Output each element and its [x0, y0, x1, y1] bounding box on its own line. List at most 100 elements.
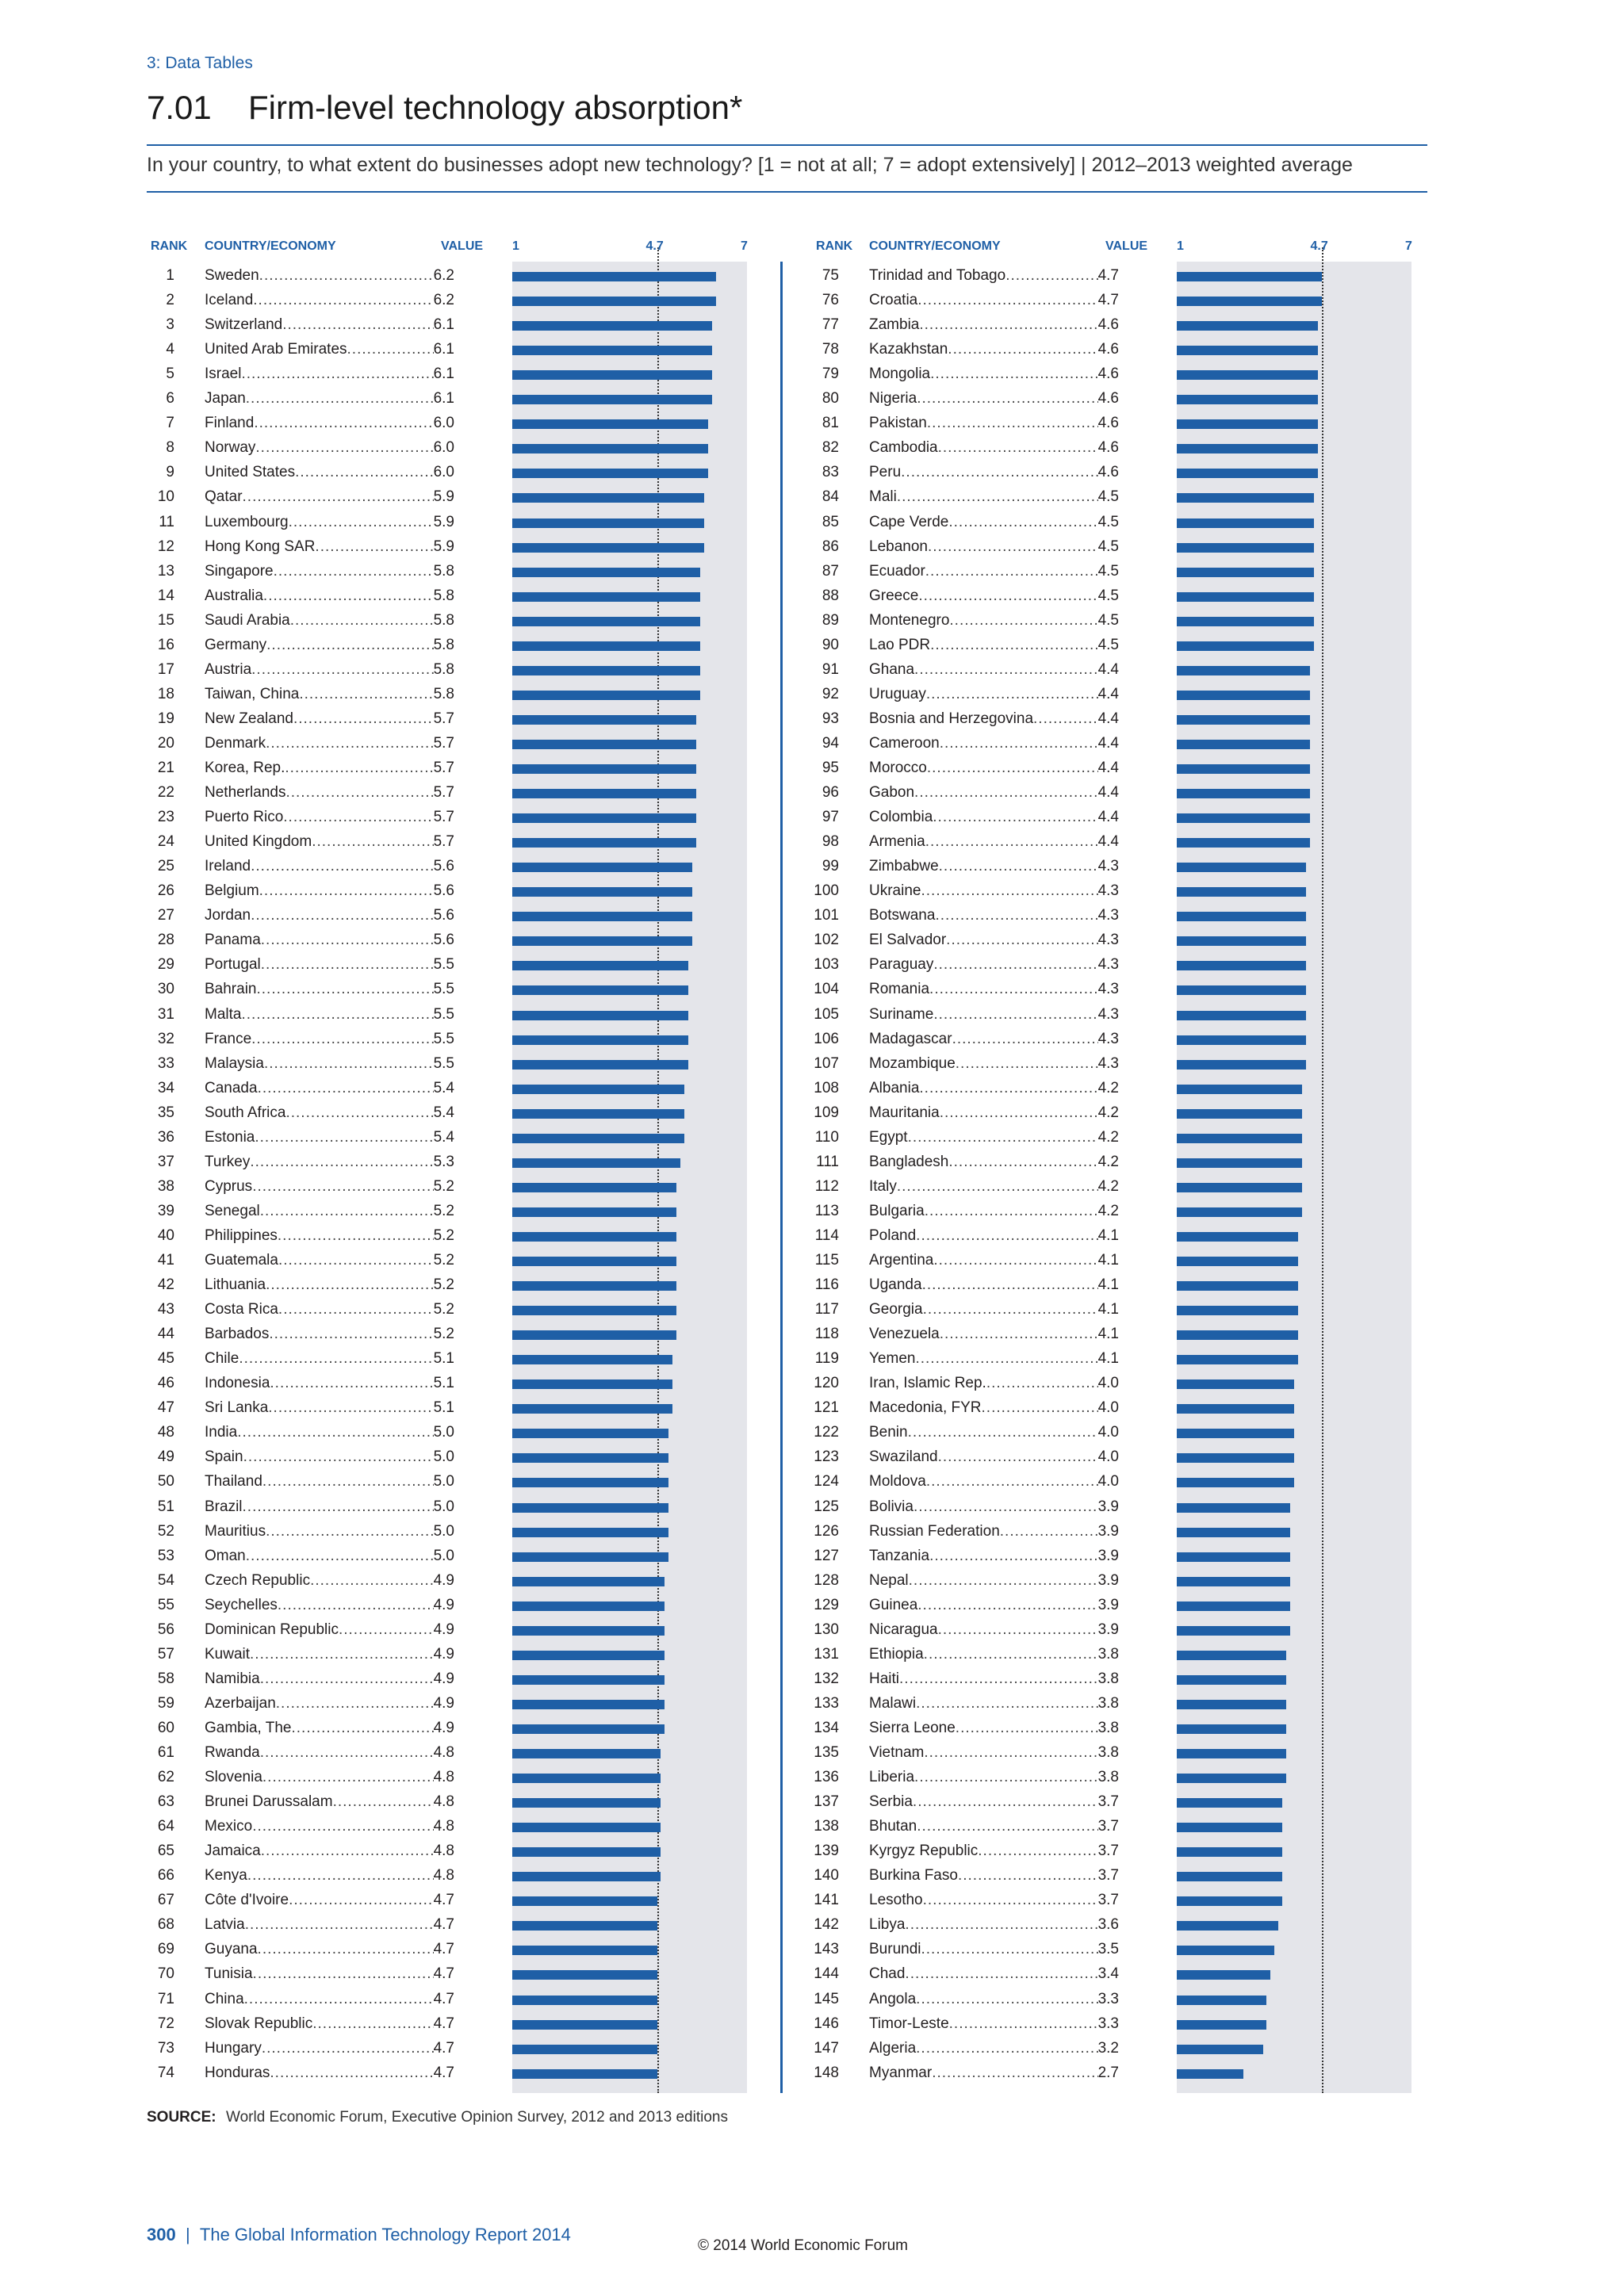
country-name: Ireland	[205, 858, 251, 875]
value-label: 4.8	[433, 1818, 454, 1835]
table-row: 110 Egypt................................…	[0, 1127, 1624, 1151]
country-name: Gambia, The	[205, 1719, 292, 1736]
country-cell: Egypt...................................…	[869, 1129, 1119, 1146]
table-row: 8 Norway.................................…	[0, 437, 1624, 461]
country-cell: Barbados................................…	[205, 1326, 454, 1343]
country-cell: Venezuela...............................…	[869, 1326, 1119, 1343]
plot-background	[1177, 262, 1411, 2093]
table-row: 19 New Zealand...........................…	[0, 708, 1624, 733]
country-name: Panama	[205, 932, 261, 949]
country-name: Pakistan	[869, 415, 927, 432]
rank-cell: 117	[814, 1301, 839, 1318]
leader-dots: ........................................…	[1033, 710, 1098, 727]
table-row: 36 Estonia...............................…	[0, 1127, 1624, 1151]
rank-cell: 91	[822, 660, 839, 678]
country-name: Tunisia	[205, 1965, 253, 1983]
bar	[1177, 863, 1306, 873]
rank-cell: 147	[814, 2039, 839, 2057]
country-name: Nigeria	[869, 390, 917, 408]
bar	[512, 518, 704, 528]
country-cell: Italy...................................…	[869, 1178, 1119, 1196]
country-cell: Portugal................................…	[205, 956, 454, 974]
value-label: 4.1	[1097, 1301, 1119, 1318]
country-name: Argentina	[869, 1252, 934, 1269]
country-name: Iceland	[205, 292, 254, 309]
rank-cell: 30	[157, 981, 174, 998]
country-name: Seychelles	[205, 1596, 278, 1613]
country-name: Moldova	[869, 1473, 926, 1490]
leader-dots: ........................................…	[266, 1522, 434, 1540]
country-name: Kenya	[205, 1867, 247, 1885]
bar	[512, 1674, 665, 1685]
country-cell: Malta...................................…	[205, 1006, 454, 1024]
rank-cell: 144	[814, 1965, 839, 1983]
country-name: Kazakhstan	[869, 341, 948, 358]
rank-cell: 21	[157, 760, 174, 776]
leader-dots: ........................................…	[1005, 267, 1097, 284]
table-row: 33 Malaysia..............................…	[0, 1053, 1624, 1077]
leader-dots: ........................................…	[948, 2015, 1098, 2032]
bar	[512, 1576, 665, 1586]
bar	[1177, 1625, 1291, 1636]
rank-cell: 120	[814, 1375, 839, 1392]
bar	[512, 1995, 657, 2005]
value-label: 3.4	[1097, 1965, 1119, 1983]
table-row: 71 China.................................…	[0, 1988, 1624, 2013]
country-name: Croatia	[869, 292, 918, 309]
country-name: Brazil	[205, 1498, 243, 1515]
country-name: Montenegro	[869, 611, 950, 629]
table-row: 48 India.................................…	[0, 1422, 1624, 1446]
value-label: 4.0	[1097, 1375, 1119, 1392]
rank-cell: 148	[814, 2064, 839, 2081]
value-label: 4.1	[1097, 1226, 1119, 1244]
bar	[1177, 1257, 1298, 1266]
country-name: Slovenia	[205, 1769, 262, 1786]
bar	[512, 1108, 685, 1119]
leader-dots: ........................................…	[270, 2064, 434, 2081]
table-row: 75 Trinidad and Tobago...................…	[0, 265, 1624, 289]
country-name: Singapore	[205, 562, 274, 580]
bar	[1177, 1823, 1283, 1833]
table-row: 31 Malta.................................…	[0, 1004, 1624, 1028]
rank-cell: 58	[157, 1670, 174, 1687]
leader-dots: ........................................…	[914, 660, 1098, 678]
country-name: Morocco	[869, 760, 927, 776]
value-label: 5.0	[433, 1448, 454, 1466]
leader-dots: ........................................…	[347, 341, 434, 358]
table-row: 52 Mauritius.............................…	[0, 1521, 1624, 1545]
country-name: Hong Kong SAR	[205, 538, 316, 555]
table-row: 112 Italy................................…	[0, 1176, 1624, 1200]
table-row: 147 Algeria..............................…	[0, 2038, 1624, 2062]
table-row: 122 Benin................................…	[0, 1422, 1624, 1446]
country-name: Libya	[869, 1916, 906, 1934]
leader-dots: ........................................…	[255, 1128, 433, 1146]
country-name: Yemen	[869, 1350, 916, 1368]
rank-cell: 126	[814, 1522, 839, 1540]
value-label: 3.8	[1097, 1719, 1119, 1736]
table-row: 92 Uruguay...............................…	[0, 683, 1624, 708]
leader-dots: ........................................…	[937, 1448, 1098, 1466]
country-cell: Burundi.................................…	[869, 1941, 1119, 1958]
table-row: 10 Qatar.................................…	[0, 486, 1624, 511]
leader-dots: ........................................…	[919, 1079, 1097, 1096]
bar	[1177, 813, 1310, 824]
bar	[1177, 1231, 1298, 1242]
value-label: 4.7	[433, 2039, 454, 2057]
table-row: 124 Moldova..............................…	[0, 1471, 1624, 1495]
country-name: Sierra Leone	[869, 1719, 956, 1736]
value-label: 5.1	[433, 1375, 454, 1392]
country-name: Zambia	[869, 316, 920, 334]
bar	[1177, 1429, 1294, 1439]
country-name: Uruguay	[869, 685, 926, 702]
value-label: 3.2	[1097, 2039, 1119, 2057]
country-cell: Serbia..................................…	[869, 1793, 1119, 1811]
rank-cell: 45	[157, 1350, 174, 1368]
country-cell: Malawi..................................…	[869, 1695, 1119, 1712]
bar	[1177, 1872, 1283, 1882]
bar	[512, 1404, 673, 1414]
rank-cell: 124	[814, 1473, 839, 1490]
country-cell: Poland..................................…	[869, 1227, 1119, 1245]
copyright: © 2014 World Economic Forum	[698, 2237, 908, 2254]
leader-dots: ........................................…	[252, 1818, 434, 1835]
bar	[512, 1921, 657, 1931]
